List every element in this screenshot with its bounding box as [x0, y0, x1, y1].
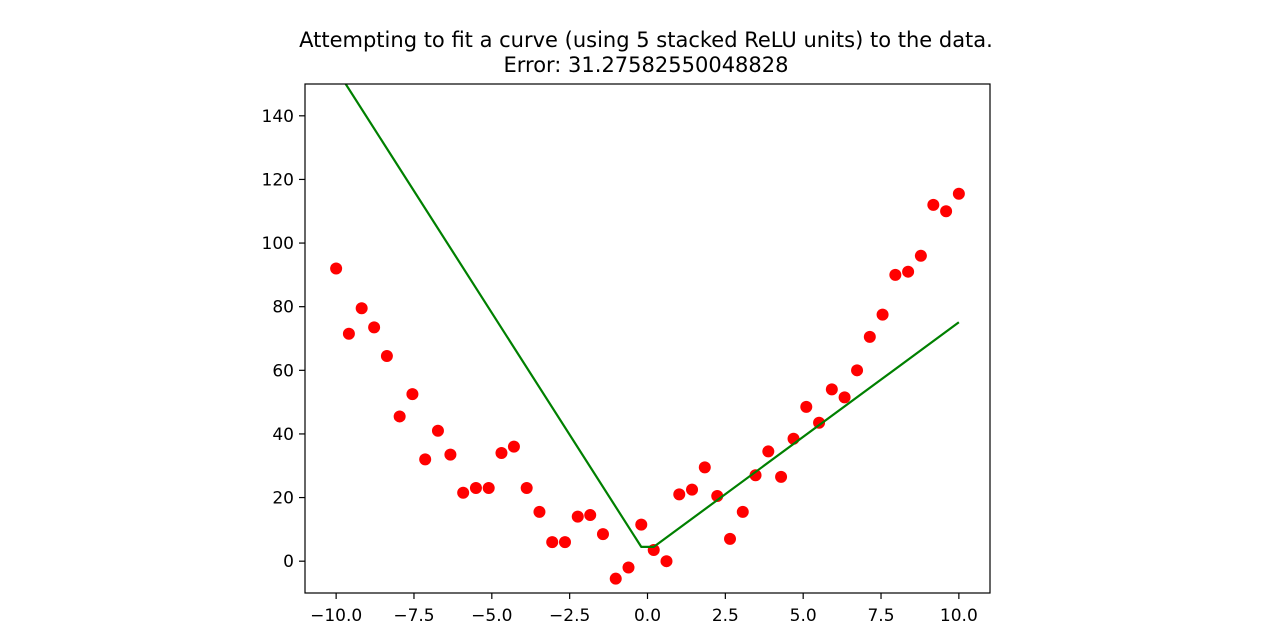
data-point [622, 561, 635, 574]
data-point [444, 448, 457, 461]
y-axis: 0 20 40 60 80 100 120 140 [262, 107, 305, 572]
data-point [762, 445, 775, 458]
data-point [724, 532, 737, 545]
x-tick-label: −10.0 [310, 606, 362, 626]
data-point [825, 383, 838, 396]
data-point [889, 268, 902, 281]
data-point [927, 198, 940, 211]
y-tick-label: 0 [283, 552, 294, 572]
data-point [469, 482, 482, 495]
y-tick-label: 20 [272, 489, 294, 509]
x-tick-label: 5.0 [790, 606, 817, 626]
data-point [698, 461, 711, 474]
data-point [813, 416, 826, 429]
data-point [660, 555, 673, 568]
data-point [863, 330, 876, 343]
data-point [368, 321, 381, 334]
data-point [558, 536, 571, 549]
x-tick-label: −7.5 [393, 606, 434, 626]
data-point [609, 572, 622, 585]
data-point [507, 440, 520, 453]
data-point [914, 249, 927, 262]
x-tick-label: 2.5 [712, 606, 739, 626]
data-point [673, 488, 686, 501]
data-point [380, 349, 393, 362]
data-point [686, 483, 699, 496]
data-point [851, 364, 864, 377]
x-tick-label: 0.0 [634, 606, 661, 626]
data-point [520, 482, 533, 495]
x-axis: −10.0 −7.5 −5.0 −2.5 0.0 2.5 5.0 7.5 10.0 [310, 593, 978, 626]
data-point [546, 536, 559, 549]
fit-line [344, 84, 960, 548]
data-point [736, 505, 749, 518]
x-tick-label: −5.0 [471, 606, 512, 626]
data-point [495, 447, 508, 460]
data-point [406, 388, 419, 401]
data-point [457, 486, 470, 499]
x-tick-label: 10.0 [940, 606, 978, 626]
data-point [584, 509, 597, 522]
data-point [635, 518, 648, 531]
data-point [800, 400, 813, 413]
data-point [838, 391, 851, 404]
x-tick-label: 7.5 [867, 606, 894, 626]
data-point [419, 453, 432, 466]
data-point [393, 410, 406, 423]
data-point [902, 265, 915, 278]
data-point [482, 482, 495, 495]
y-tick-label: 80 [272, 298, 294, 318]
x-tick-label: −2.5 [549, 606, 590, 626]
y-tick-label: 40 [272, 425, 294, 445]
y-tick-label: 120 [262, 170, 294, 190]
data-point [749, 469, 762, 482]
plot-background [305, 84, 990, 593]
data-point [431, 424, 444, 437]
y-tick-label: 140 [262, 107, 294, 127]
data-point [571, 510, 584, 523]
data-points [330, 187, 965, 585]
data-point [342, 327, 355, 340]
chart-title-line-1: Attempting to fit a curve (using 5 stack… [299, 28, 993, 52]
data-point [876, 308, 889, 321]
fit-line-layer [344, 84, 960, 548]
data-point [775, 470, 788, 483]
data-point [596, 528, 609, 541]
chart-title-line-2: Error: 31.27582550048828 [503, 53, 789, 77]
y-tick-label: 100 [262, 234, 294, 254]
data-point [533, 505, 546, 518]
data-point [355, 302, 368, 315]
data-point [952, 187, 965, 200]
data-point [330, 262, 343, 275]
y-tick-label: 60 [272, 361, 294, 381]
data-point [940, 205, 953, 218]
chart-title: Attempting to fit a curve (using 5 stack… [0, 28, 1280, 78]
